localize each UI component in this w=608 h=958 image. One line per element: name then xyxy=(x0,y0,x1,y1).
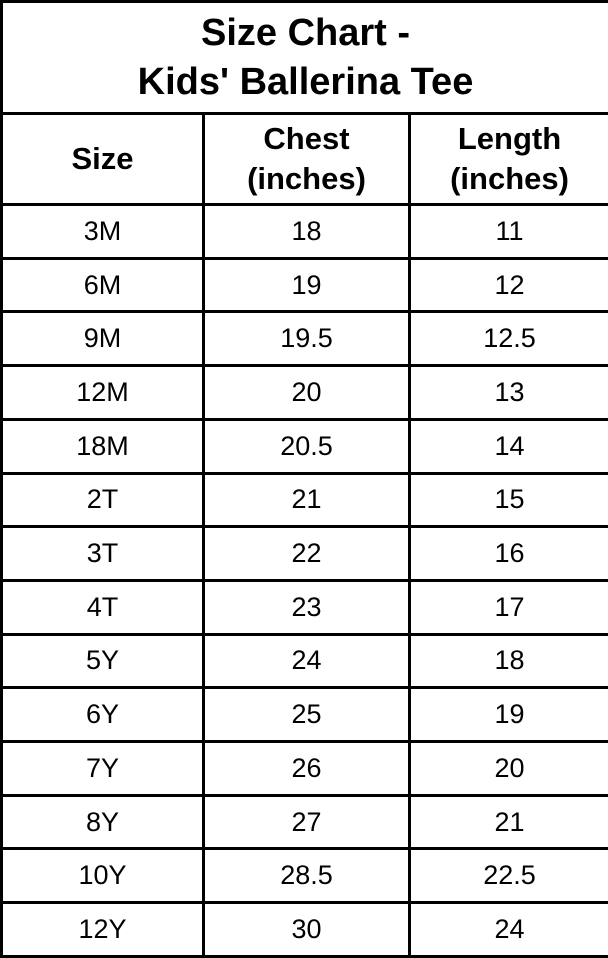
chest-value: 30 xyxy=(202,901,411,958)
chest-value: 27 xyxy=(202,793,411,851)
table-row: 6M 19 12 xyxy=(0,256,608,314)
chest-value: 20 xyxy=(202,364,411,421)
size-value: 18M xyxy=(0,417,205,475)
length-value: 17 xyxy=(407,578,608,636)
chest-value: 23 xyxy=(202,578,411,636)
table-row: 10Y 28.5 22.5 xyxy=(0,847,608,905)
table-row: 2T 21 15 xyxy=(0,471,608,529)
column-header-length: Length (inches) xyxy=(407,112,608,206)
table-row: 12M 20 13 xyxy=(0,364,608,421)
table-row: 6Y 25 19 xyxy=(0,686,608,744)
table-row: 9M 19.5 12.5 xyxy=(0,310,608,368)
size-value: 3T xyxy=(0,525,205,582)
length-value: 15 xyxy=(407,471,608,529)
chest-value: 25 xyxy=(202,686,411,744)
length-value: 11 xyxy=(407,203,608,260)
column-header-chest: Chest (inches) xyxy=(202,112,411,206)
title-row: Size Chart - Kids' Ballerina Tee xyxy=(0,0,608,115)
length-value: 16 xyxy=(407,525,608,582)
table-row: 3M 18 11 xyxy=(0,203,608,260)
header-row: Size Chest (inches) Length (inches) xyxy=(0,112,608,206)
chest-value: 19.5 xyxy=(202,310,411,368)
length-value: 13 xyxy=(407,364,608,421)
length-value: 14 xyxy=(407,417,608,475)
size-value: 4T xyxy=(0,578,205,636)
length-value: 24 xyxy=(407,901,608,958)
table-row: 18M 20.5 14 xyxy=(0,417,608,475)
size-value: 12M xyxy=(0,364,205,421)
table-row: 5Y 24 18 xyxy=(0,632,608,690)
length-value: 21 xyxy=(407,793,608,851)
length-value: 22.5 xyxy=(407,847,608,905)
chest-value: 20.5 xyxy=(202,417,411,475)
size-value: 6M xyxy=(0,256,205,314)
size-value: 8Y xyxy=(0,793,205,851)
table-row: 4T 23 17 xyxy=(0,578,608,636)
chest-value: 19 xyxy=(202,256,411,314)
chest-value: 21 xyxy=(202,471,411,529)
chest-value: 18 xyxy=(202,203,411,260)
column-header-size: Size xyxy=(0,112,205,206)
chest-value: 28.5 xyxy=(202,847,411,905)
chest-value: 26 xyxy=(202,740,411,797)
size-value: 9M xyxy=(0,310,205,368)
table-row: 12Y 30 24 xyxy=(0,901,608,958)
size-value: 2T xyxy=(0,471,205,529)
length-value: 19 xyxy=(407,686,608,744)
table-row: 3T 22 16 xyxy=(0,525,608,582)
chest-value: 22 xyxy=(202,525,411,582)
size-value: 7Y xyxy=(0,740,205,797)
table-row: 8Y 27 21 xyxy=(0,793,608,851)
page-title: Size Chart - Kids' Ballerina Tee xyxy=(0,0,608,115)
length-value: 20 xyxy=(407,740,608,797)
chest-value: 24 xyxy=(202,632,411,690)
size-value: 10Y xyxy=(0,847,205,905)
size-value: 6Y xyxy=(0,686,205,744)
table-row: 7Y 26 20 xyxy=(0,740,608,797)
length-value: 18 xyxy=(407,632,608,690)
length-value: 12.5 xyxy=(407,310,608,368)
size-value: 3M xyxy=(0,203,205,260)
size-value: 5Y xyxy=(0,632,205,690)
length-value: 12 xyxy=(407,256,608,314)
size-value: 12Y xyxy=(0,901,205,958)
